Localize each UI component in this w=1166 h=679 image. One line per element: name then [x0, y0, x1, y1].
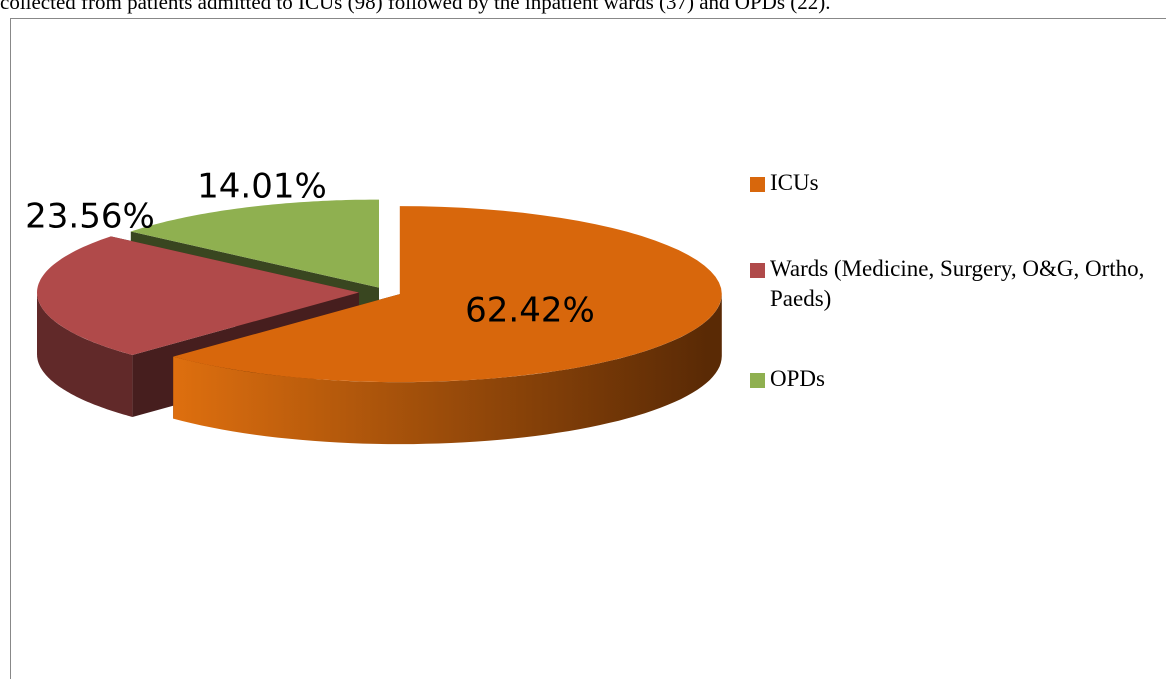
- legend-swatch: [750, 177, 765, 192]
- slice: [37, 236, 359, 355]
- legend-item: OPDs: [748, 364, 1158, 394]
- slice: [173, 206, 722, 383]
- slice-side: [37, 292, 133, 417]
- slice-side: [173, 294, 722, 445]
- legend-label: Wards (Medicine, Surgery, O&G, Ortho, Pa…: [770, 256, 1145, 311]
- caption: collected from patients admitted to ICUs…: [0, 0, 831, 14]
- legend-swatch: [750, 263, 765, 278]
- chart-frame: [10, 18, 1166, 679]
- legend-label: OPDs: [770, 366, 825, 391]
- data-label: 14.01%: [197, 167, 327, 207]
- legend-label: ICUs: [770, 170, 819, 195]
- legend-item: Wards (Medicine, Surgery, O&G, Ortho, Pa…: [748, 254, 1158, 314]
- data-label: 62.42%: [465, 291, 595, 331]
- chart: 62.42% 23.56% 14.01%: [25, 167, 722, 445]
- legend-swatch: [750, 373, 765, 388]
- legend-item: ICUs: [748, 168, 1158, 198]
- data-label: 23.56%: [25, 197, 155, 237]
- slice: [130, 199, 379, 288]
- legend: ICUs Wards (Medicine, Surgery, O&G, Ortho…: [748, 168, 1158, 444]
